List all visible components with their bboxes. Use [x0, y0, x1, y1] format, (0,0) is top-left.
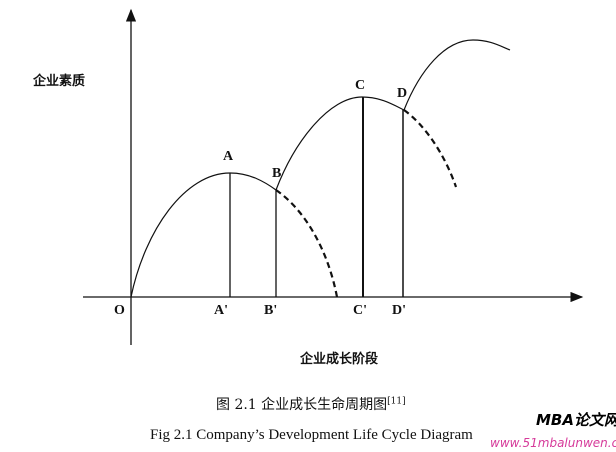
axis-mark-d: D': [392, 303, 406, 318]
x-axis-label: 企业成长阶段: [300, 352, 379, 367]
y-axis-label: 企业素质: [33, 74, 86, 89]
caption-reference: [11]: [387, 396, 406, 407]
axis-mark-a: A': [214, 303, 228, 318]
axis-mark-b: B': [264, 303, 278, 318]
point-label-b: B: [272, 166, 282, 181]
curve-2-solid: [275, 96, 405, 191]
caption-chinese-text: 图 2.1 企业成长生命周期图: [216, 397, 388, 413]
caption-english: Fig 2.1 Company’s Development Life Cycle…: [150, 427, 473, 443]
caption-chinese: 图 2.1 企业成长生命周期图[11]: [216, 394, 406, 414]
point-label-c: C: [355, 78, 366, 93]
point-label-d: D: [397, 86, 408, 101]
origin-label: O: [114, 303, 125, 318]
axis-mark-c: C': [353, 303, 367, 318]
curve-1-dashed: [275, 189, 339, 298]
point-label-a: A: [223, 149, 234, 164]
curve-2-dashed: [403, 109, 458, 188]
curve-3-solid: [403, 39, 511, 111]
watermark-brand: MBA论文网: [536, 411, 616, 429]
watermark-url: www.51mbalunwen.com: [490, 436, 616, 450]
curve-1-solid: [130, 172, 277, 298]
